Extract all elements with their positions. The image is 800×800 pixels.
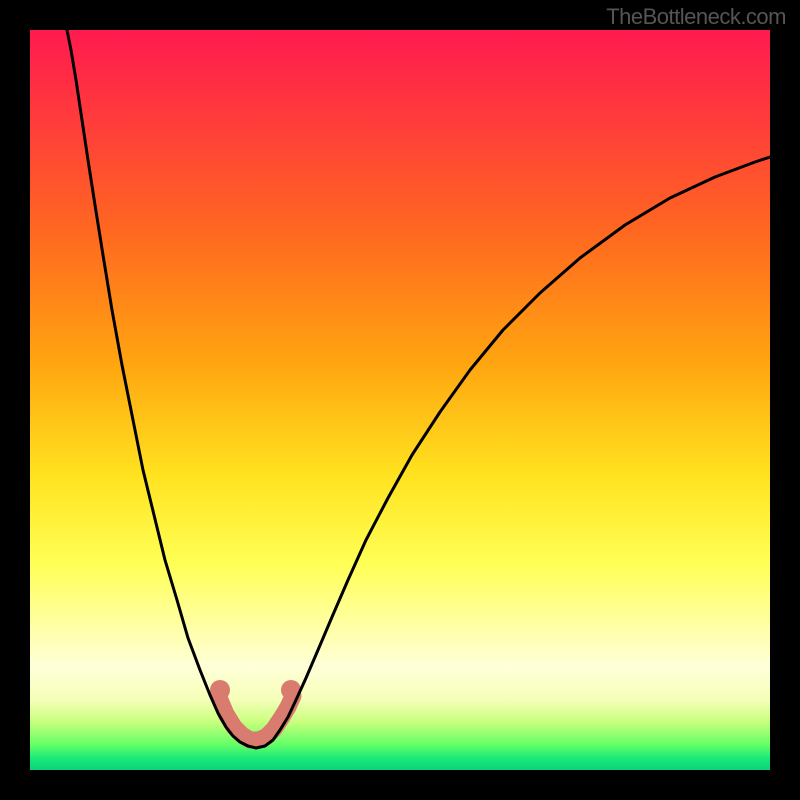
highlight-dot-0 <box>210 680 230 700</box>
chart-background <box>30 30 770 770</box>
figure-root: TheBottleneck.com <box>0 0 800 800</box>
chart-svg <box>30 30 770 770</box>
watermark-text: TheBottleneck.com <box>606 4 786 30</box>
chart-plot-area <box>30 30 770 770</box>
